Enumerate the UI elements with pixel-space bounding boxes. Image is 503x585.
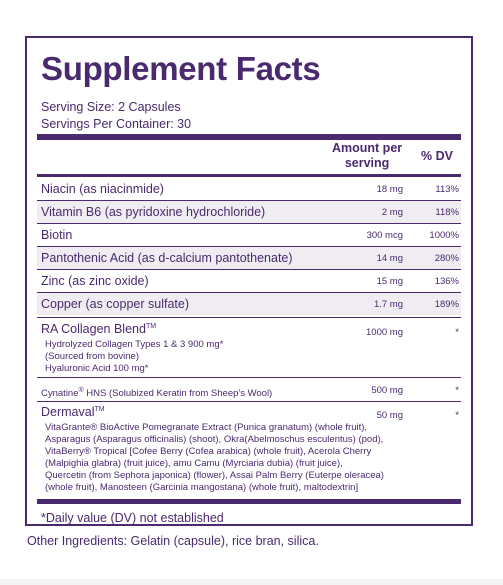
nutrient-amount: 14 mg bbox=[376, 253, 403, 264]
nutrient-row-biotin: Biotin 300 mcg 1000% bbox=[37, 224, 461, 246]
other-ingredients: Other Ingredients: Gelatin (capsule), ri… bbox=[27, 534, 319, 548]
panel-title: Supplement Facts bbox=[41, 50, 321, 87]
ra-blend-line2: (Sourced from bovine) bbox=[45, 351, 139, 362]
amount-header-line2: serving bbox=[344, 156, 390, 170]
dermaval-line4: (Malpighia glabra) (fruit juice), amu Ca… bbox=[45, 458, 343, 469]
dermaval-dv: * bbox=[455, 410, 459, 421]
amount-header-line1: Amount per bbox=[332, 141, 403, 155]
registered-mark: ® bbox=[78, 387, 84, 394]
nutrient-name: Biotin bbox=[41, 228, 73, 242]
nutrient-name: Pantothenic Acid (as d-calcium pantothen… bbox=[41, 251, 293, 265]
cynatine-amount: 500 mg bbox=[371, 385, 403, 396]
bottom-strip bbox=[0, 579, 503, 585]
ra-blend-line1: Hydrolyzed Collagen Types 1 & 3 900 mg* bbox=[45, 339, 224, 350]
servings-per-container: Servings Per Container: 30 bbox=[41, 117, 192, 131]
dermaval-label: Dermaval bbox=[41, 405, 95, 419]
dermaval-line3: VitaBerry® Tropical [Cofee Berry (Cofea … bbox=[45, 446, 372, 457]
nutrient-amount: 18 mg bbox=[376, 184, 403, 195]
nutrient-row-copper: Copper (as copper sulfate) 1.7 mg 189% bbox=[37, 293, 461, 315]
nutrient-dv: 113% bbox=[435, 184, 459, 195]
serving-size: Serving Size: 2 Capsules bbox=[41, 100, 181, 114]
nutrient-row-pantothenic-acid: Pantothenic Acid (as d-calcium pantothen… bbox=[37, 247, 461, 269]
ra-blend-amount: 1000 mg bbox=[366, 327, 403, 338]
nutrient-dv: 280% bbox=[434, 253, 459, 264]
cynatine-name: Cynatine® HNS (Solubized Keratin from Sh… bbox=[41, 385, 272, 400]
cynatine-description: HNS (Solubized Keratin from Sheep's Wool… bbox=[83, 388, 273, 400]
row-divider bbox=[37, 377, 461, 378]
thick-rule-bottom bbox=[37, 499, 461, 504]
dermaval-line2: Asparagus (Asparagus officinalis) (shoot… bbox=[45, 434, 384, 445]
nutrient-name: Vitamin B6 (as pyridoxine hydrochloride) bbox=[41, 205, 266, 219]
trademark-mark: TM bbox=[94, 405, 105, 413]
nutrient-name: Niacin (as niacinmide) bbox=[41, 182, 164, 196]
nutrient-amount: 1.7 mg bbox=[373, 299, 403, 310]
dermaval-line6: (whole fruit), Manosteen (Garcinia mango… bbox=[45, 482, 359, 493]
dermaval-amount: 50 mg bbox=[376, 410, 403, 421]
row-divider bbox=[37, 269, 461, 270]
thick-rule-header bbox=[37, 174, 461, 177]
cynatine-label: Cynatine bbox=[41, 388, 79, 400]
nutrient-dv: 1000% bbox=[429, 230, 459, 241]
row-divider bbox=[37, 200, 461, 201]
ra-blend-line3: Hyaluronic Acid 100 mg* bbox=[45, 363, 149, 374]
nutrient-name: Zinc (as zinc oxide) bbox=[41, 274, 149, 288]
nutrient-dv: 189% bbox=[434, 299, 459, 310]
nutrient-row-zinc: Zinc (as zinc oxide) 15 mg 136% bbox=[37, 270, 461, 292]
amount-header: Amount per serving bbox=[332, 141, 402, 171]
row-divider bbox=[37, 292, 461, 293]
ra-blend-name: RA Collagen BlendTM bbox=[41, 322, 156, 336]
ra-blend-label: RA Collagen Blend bbox=[41, 322, 146, 336]
nutrient-dv: 136% bbox=[434, 276, 459, 287]
nutrient-row-vitamin-b6: Vitamin B6 (as pyridoxine hydrochloride)… bbox=[37, 201, 461, 223]
nutrient-dv: 118% bbox=[435, 207, 459, 218]
supplement-facts-panel: Supplement Facts Serving Size: 2 Capsule… bbox=[25, 36, 473, 526]
nutrient-amount: 15 mg bbox=[376, 276, 403, 287]
row-divider bbox=[37, 317, 461, 318]
nutrient-name: Copper (as copper sulfate) bbox=[41, 297, 189, 311]
row-divider bbox=[37, 246, 461, 247]
row-divider bbox=[37, 401, 461, 402]
row-divider bbox=[37, 223, 461, 224]
nutrient-amount: 2 mg bbox=[381, 207, 403, 218]
footnote: *Daily value (DV) not established bbox=[41, 511, 224, 525]
dv-header: % DV bbox=[421, 149, 453, 163]
nutrient-row-niacin: Niacin (as niacinmide) 18 mg 113% bbox=[37, 178, 461, 200]
thick-rule-top bbox=[37, 134, 461, 140]
cynatine-dv: * bbox=[455, 385, 459, 396]
dermaval-line5: Quercetin (from Sephora japonica) (flowe… bbox=[45, 470, 384, 481]
nutrient-amount: 300 mcg bbox=[366, 230, 403, 241]
dermaval-line1: VitaGrante® BioActive Pomegranate Extrac… bbox=[45, 422, 368, 433]
ra-blend-dv: * bbox=[455, 327, 459, 338]
trademark-mark: TM bbox=[145, 322, 157, 330]
dermaval-name: DermavalTM bbox=[41, 405, 105, 419]
